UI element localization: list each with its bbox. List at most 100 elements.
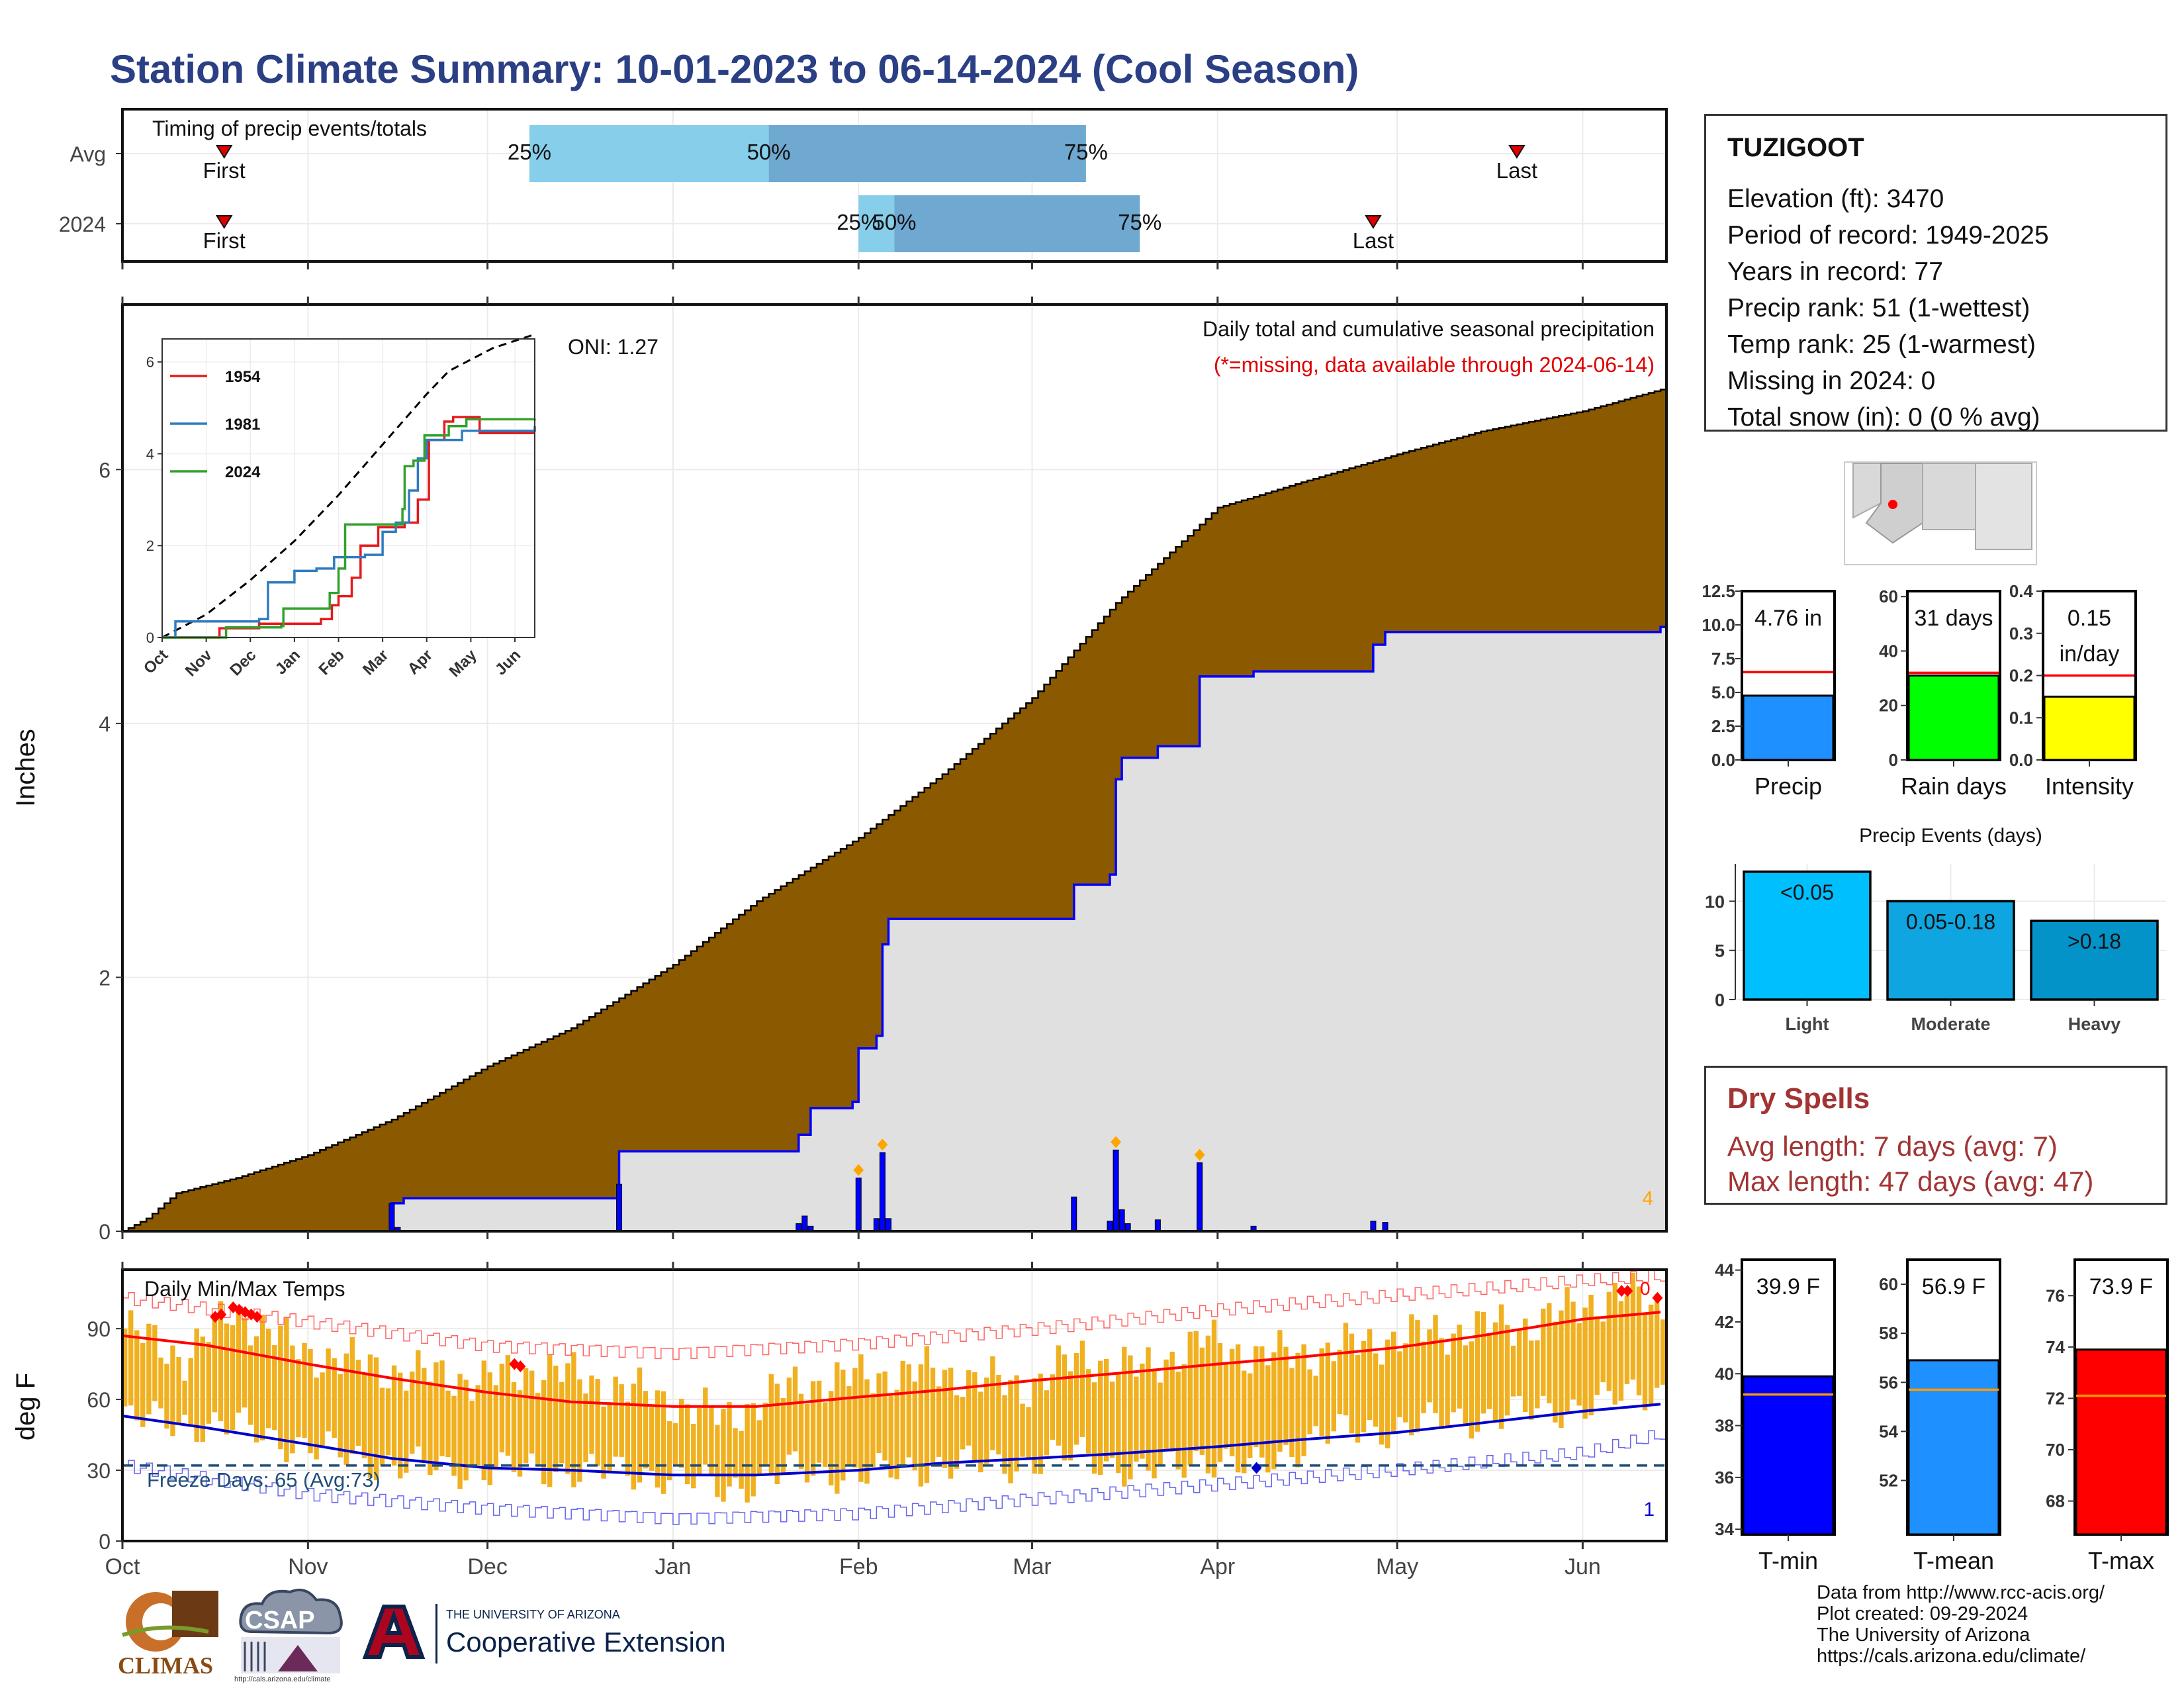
daily-temp-bar [428,1382,433,1476]
precip-y-axis-label: Inches [11,729,40,807]
bar_tmax-y-tick-label: 74 [2046,1337,2065,1357]
daily-temp-bar [1648,1304,1654,1405]
daily-precip-bar [1113,1149,1119,1232]
daily-temp-bar [1158,1382,1163,1467]
precip-panel-frame [121,303,1668,1233]
daily-temp-bar [1492,1322,1498,1422]
daily-temp-bar [302,1342,307,1438]
daily-temp-bar [1259,1346,1265,1458]
daily-temp-bar [218,1301,224,1421]
daily-temp-bar [1331,1361,1336,1432]
daily-temp-bar [876,1373,882,1453]
daily-temp-bar [253,1336,259,1443]
daily-temp-bar [1576,1323,1582,1406]
daily-temp-bar [1110,1382,1115,1458]
inset-y-tick-label: 6 [146,354,154,371]
daily-temp-bar [1403,1343,1408,1423]
daily-temp-bar [841,1370,846,1481]
daily-temp-bar [1636,1286,1642,1395]
timing-label-p25: 25% [508,140,551,164]
daily-temp-bar [1606,1291,1612,1391]
daily-temp-bar [870,1393,876,1468]
dry-spells-max: Max length: 47 days (avg: 47) [1727,1166,2094,1197]
record-count-label: 0 [1640,1278,1651,1299]
inset-legend-label: 2024 [225,463,261,481]
daily-temp-bar [320,1372,325,1446]
daily-temp-bar [1091,1382,1097,1474]
daily-temp-bar [1594,1316,1600,1395]
bar_tmin-value-label: 39.9 F [1756,1274,1820,1299]
timing-label-p50: 50% [872,210,916,234]
daily-temp-bar [583,1393,588,1462]
inset-y-tick-label: 4 [146,445,154,462]
timing-panel-frame [121,108,1668,263]
ua-cooperative-extension-logo: THE UNIVERSITY OF ARIZONA Cooperative Ex… [357,1599,741,1671]
daily-temp-bar [338,1374,343,1458]
bar_tmin-x-label: T-min [1758,1547,1818,1574]
inset-series-2024 [162,418,536,639]
daily-temp-bar [900,1360,905,1465]
daily-temp-bar [1319,1348,1324,1436]
daily-temp-bar [463,1380,469,1481]
bar_precip-y-tick-label: 7.5 [1711,649,1735,669]
daily-temp-bar [469,1400,475,1465]
daily-temp-bar [1373,1353,1379,1427]
daily-temp-bar [1229,1348,1235,1456]
bar_tmean-value-label: 56.9 F [1922,1274,1985,1299]
daily-temp-bar [1469,1341,1474,1439]
daily-temp-bar [1140,1363,1145,1459]
daily-temp-bar [1486,1333,1492,1409]
bar_tmin-y-tick-label: 36 [1715,1468,1734,1487]
bar_raindays-y-tick-label: 60 [1879,586,1898,606]
daily-temp-bar [1062,1354,1068,1461]
timing-label-p75: 75% [1064,140,1108,164]
events-y-tick-label: 0 [1715,990,1725,1010]
inset-series-1981 [162,426,536,639]
daily-temp-bar [296,1359,301,1438]
daily-temp-bar [1128,1355,1133,1479]
footer-line-created: Plot created: 09-29-2024 [1817,1603,2028,1624]
csap-logo-url: http://cals.arizona.edu/climate [234,1675,331,1683]
station-precip-rank: Precip rank: 51 (1-wettest) [1727,294,2030,322]
daily-temp-bar [284,1317,289,1462]
daily-temp-bar [1570,1301,1576,1400]
daily-temp-bar [332,1358,337,1438]
daily-temp-bar [643,1391,649,1469]
station-elevation: Elevation (ft): 3470 [1727,185,1944,213]
daily-precip-bar [1118,1209,1125,1232]
daily-temp-bar [637,1367,643,1483]
daily-temp-bar [1026,1407,1031,1460]
timing-label-p50: 50% [747,140,791,164]
daily-temp-bar [1451,1333,1456,1413]
daily-temp-bar [433,1362,439,1471]
map-newmexico-shape [1922,463,1976,530]
daily-temp-bar [451,1395,457,1476]
daily-temp-bar [631,1383,636,1490]
bar_intensity-value-label: 0.15 [2068,606,2111,631]
daily-temp-bar [1397,1351,1402,1417]
daily-temp-bar [912,1382,917,1471]
timing-label-last: Last [1496,158,1537,183]
footer-line-url: https://cals.arizona.edu/climate/ [1817,1646,2086,1667]
daily-temp-bar [835,1362,840,1494]
daily-temp-bar [733,1428,738,1478]
daily-temp-bar [577,1379,582,1482]
daily-temp-bar [343,1353,349,1465]
record-high-marker [1652,1291,1663,1304]
daily-temp-bar [404,1390,409,1473]
daily-temp-bar [457,1374,463,1489]
daily-temp-bar [445,1390,451,1458]
daily-temp-bar [511,1382,517,1472]
daily-temp-bar [1624,1295,1630,1384]
daily-temp-bar [1379,1364,1385,1445]
daily-temp-bar [1097,1360,1103,1475]
daily-precip-bar [388,1203,395,1232]
temp-x-tick-label: Dec [467,1554,507,1579]
dry-spells-avg: Avg length: 7 days (avg: 7) [1727,1131,2058,1162]
daily-temp-bar [1439,1338,1444,1429]
daily-temp-bar [1223,1364,1229,1449]
station-temp-rank: Temp rank: 25 (1-warmest) [1727,330,2036,359]
station-name: TUZIGOOT [1727,133,1864,162]
daily-temp-bar [1541,1308,1546,1396]
